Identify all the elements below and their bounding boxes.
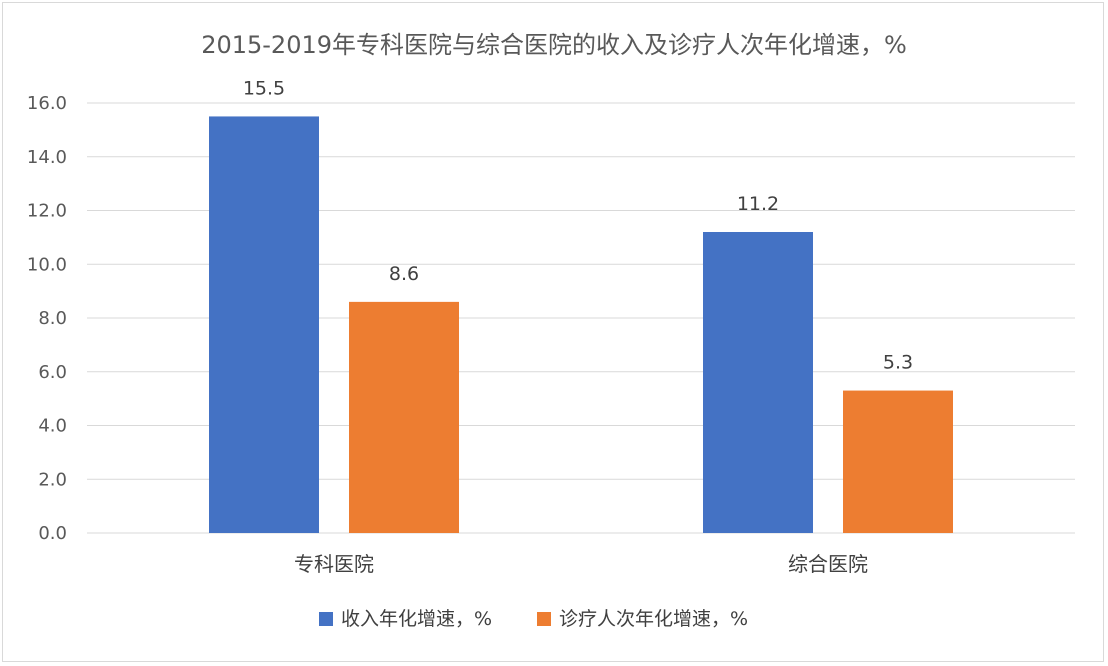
data-label: 8.6 [389, 263, 419, 285]
x-category-label: 综合医院 [788, 552, 868, 576]
x-category-label: 专科医院 [294, 552, 374, 576]
bars [209, 116, 953, 533]
bar-chart: 2015-2019年专科医院与综合医院的收入及诊疗人次年化增速，% 0.0 2.0… [27, 31, 1075, 630]
y-tick-label: 8.0 [38, 308, 67, 329]
data-labels: 15.5 8.6 11.2 5.3 [243, 77, 913, 373]
chart-title: 2015-2019年专科医院与综合医院的收入及诊疗人次年化增速，% [201, 31, 907, 59]
y-tick-label: 12.0 [27, 201, 67, 222]
legend: 收入年化增速，% 诊疗人次年化增速，% [319, 608, 748, 630]
y-axis-ticks: 0.0 2.0 4.0 6.0 8.0 10.0 12.0 14.0 16.0 [27, 93, 67, 544]
bar-revenue-1 [703, 232, 813, 533]
data-label: 11.2 [737, 193, 779, 215]
x-axis-categories: 专科医院 综合医院 [294, 552, 868, 576]
legend-swatch [537, 612, 551, 626]
data-label: 15.5 [243, 77, 285, 99]
y-tick-label: 4.0 [38, 416, 67, 437]
bar-visits-0 [349, 301, 459, 533]
y-tick-label: 6.0 [38, 362, 67, 383]
data-label: 5.3 [883, 352, 913, 374]
bar-revenue-0 [209, 116, 319, 533]
legend-swatch [319, 612, 333, 626]
y-tick-label: 0.0 [38, 523, 67, 544]
y-tick-label: 14.0 [27, 147, 67, 168]
bar-visits-1 [843, 390, 953, 533]
y-tick-label: 10.0 [27, 254, 67, 275]
legend-label: 诊疗人次年化增速，% [559, 608, 748, 630]
y-tick-label: 16.0 [27, 93, 67, 114]
y-tick-label: 2.0 [38, 469, 67, 490]
legend-label: 收入年化增速，% [341, 608, 492, 630]
